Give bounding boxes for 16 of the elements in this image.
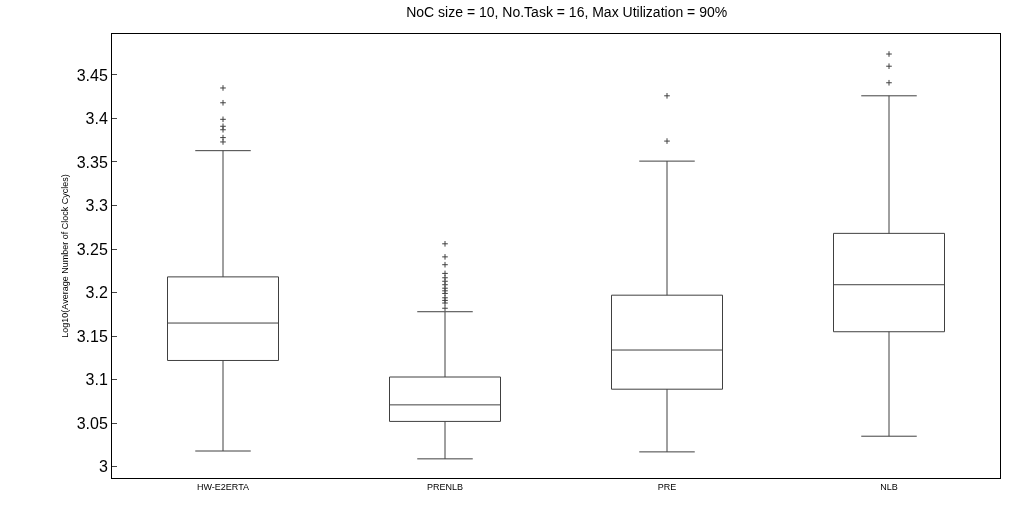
y-tick-label: 3.05 — [76, 414, 108, 432]
y-tick-label: 3 — [98, 458, 108, 476]
y-tick-label: 3.15 — [76, 327, 108, 345]
y-axis-title: Log10(Average Number of Clock Cycles) — [60, 174, 71, 338]
chart-title: NoC size = 10, No.Task = 16, Max Utilization = 90% — [406, 4, 728, 21]
y-tick-label: 3.3 — [85, 197, 108, 215]
x-tick-label: PRE — [657, 481, 677, 492]
y-tick-label: 3.1 — [85, 371, 108, 389]
y-tick-label: 3.25 — [76, 240, 108, 258]
x-tick-label: NLB — [880, 481, 898, 492]
x-tick-label: PRENLB — [426, 481, 464, 492]
y-tick-label: 3.45 — [76, 66, 108, 84]
x-tick-label: HW-E2ERTA — [196, 481, 250, 492]
y-tick-label: 3.35 — [76, 153, 108, 171]
y-tick-label: 3.2 — [85, 284, 108, 302]
y-tick-label: 3.4 — [85, 110, 108, 128]
